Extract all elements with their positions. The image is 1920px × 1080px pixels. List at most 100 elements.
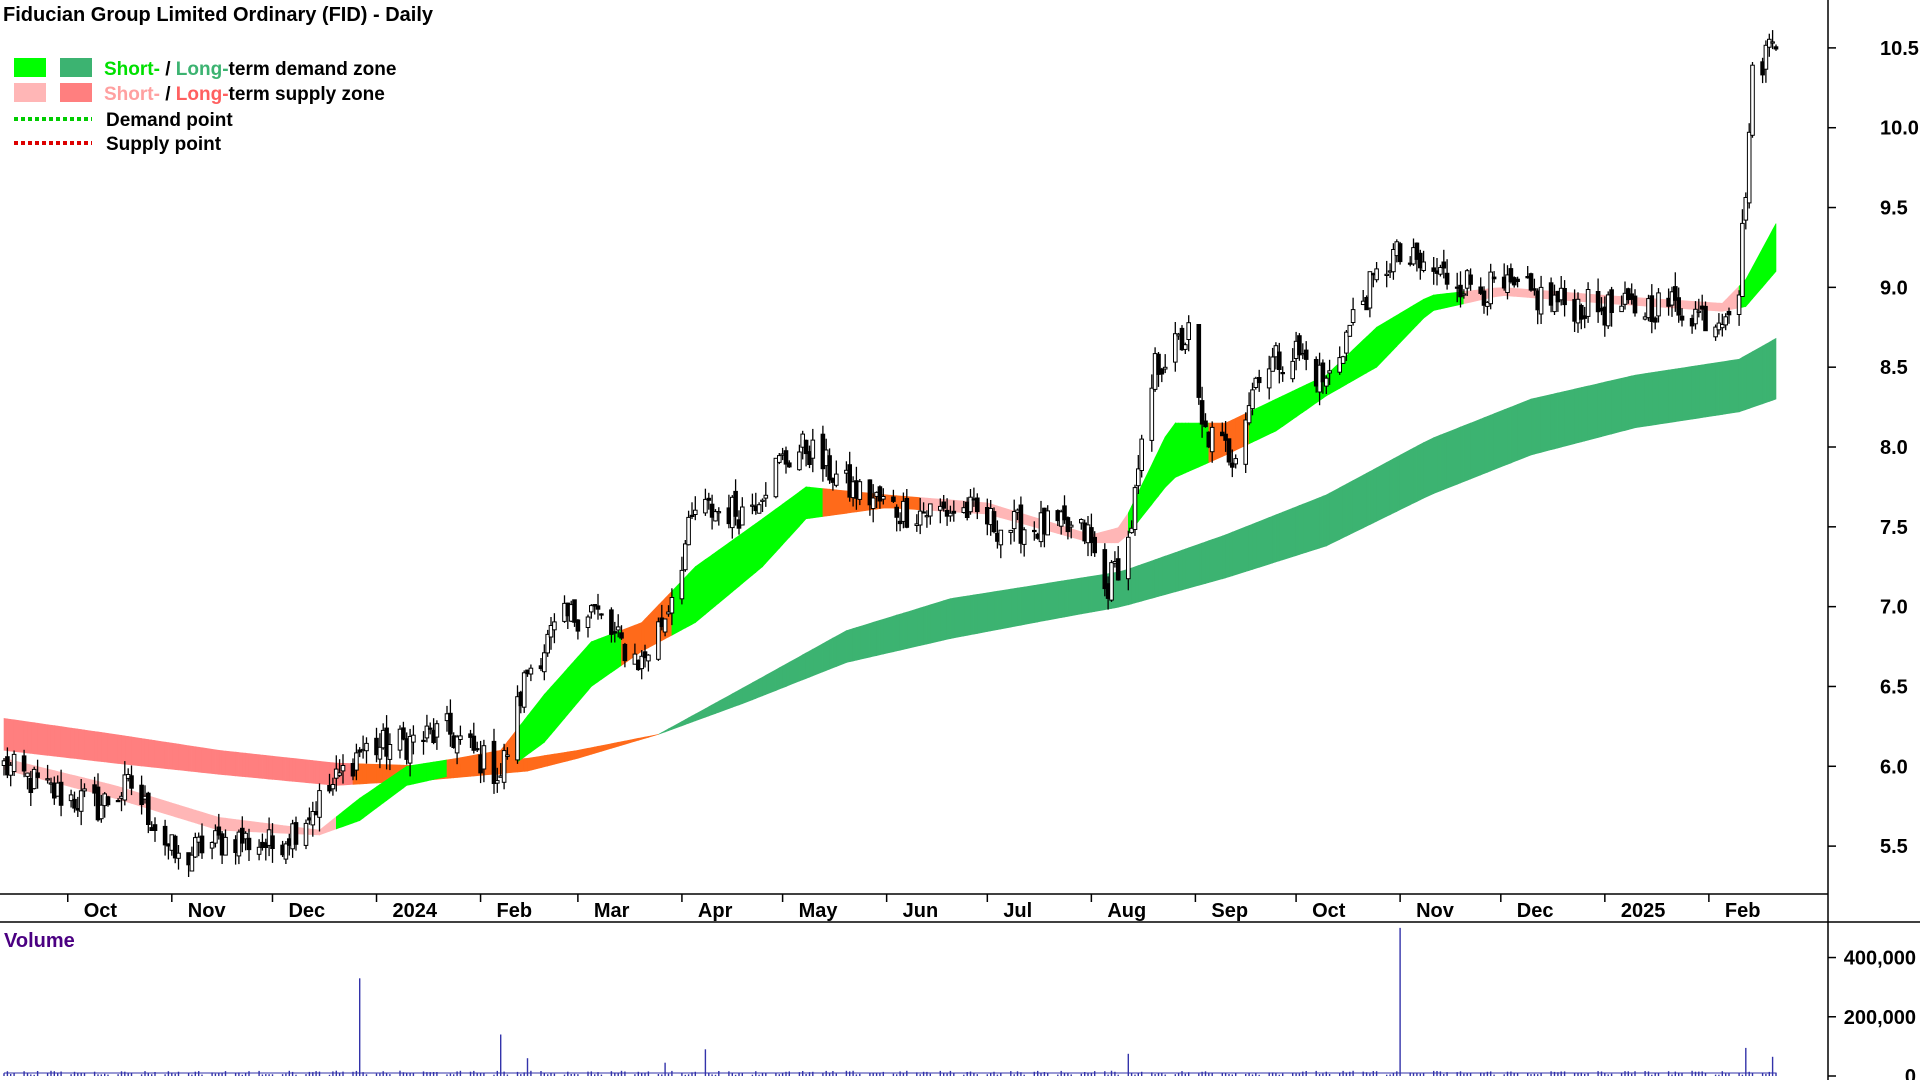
long-term-zone-segment: [1577, 387, 1582, 444]
long-term-zone-segment: [30, 721, 35, 755]
long-term-zone-segment: [1282, 507, 1293, 561]
short-term-zone-segment: [731, 537, 736, 593]
candlestick: [1720, 313, 1725, 337]
chart-title: Fiducian Group Limited Ordinary (FID) - …: [3, 4, 434, 26]
candle-body: [1270, 356, 1275, 372]
long-term-zone-segment: [1420, 442, 1424, 501]
candlestick: [612, 621, 618, 643]
price-axis-ticks: 5.5 6.0 6.5 7.0 7.5 8.0 8.5 9.0 9.5 10.0 10.5: [1828, 38, 1919, 858]
volume-panel-label: Volume: [4, 930, 75, 952]
long-term-zone-segment: [708, 704, 713, 717]
candlestick: [421, 731, 426, 755]
long-term-zone-segment: [950, 597, 955, 639]
short-term-zone-segment: [782, 501, 787, 546]
candlestick: [122, 761, 128, 806]
candle-body: [1159, 368, 1165, 375]
long-term-zone-segment: [1560, 391, 1565, 448]
short-term-zone-segment: [1416, 300, 1421, 327]
candle-body: [1750, 64, 1755, 136]
short-term-zone-segment: [335, 813, 340, 830]
long-term-zone-segment: [1178, 549, 1183, 592]
candle-body: [1763, 44, 1769, 70]
long-term-zone-segment: [997, 590, 1002, 630]
candle-body: [199, 835, 205, 854]
long-term-zone-segment: [53, 725, 59, 757]
candle-body: [491, 740, 497, 785]
candle-body: [1468, 274, 1473, 285]
candle-body: [1290, 360, 1296, 380]
candlestick: [1092, 531, 1098, 557]
short-term-zone-segment: [752, 523, 757, 576]
legend-demand-point: Demand point: [106, 110, 233, 131]
candlestick: [857, 479, 863, 506]
long-term-zone-segment: [1765, 341, 1770, 404]
candle-body: [354, 752, 359, 771]
candlestick: [1136, 455, 1141, 494]
long-term-zone-segment: [906, 608, 918, 649]
short-term-zone-segment: [691, 565, 696, 625]
candle-body: [975, 497, 980, 513]
long-term-zone-segment: [1493, 409, 1505, 471]
candle-body: [1337, 357, 1343, 373]
candle-body: [1230, 462, 1235, 468]
short-term-zone-segment: [1715, 302, 1720, 312]
legend-long-demand-swatch: [60, 58, 92, 77]
candle-body: [454, 736, 460, 754]
long-term-zone-segment: [1671, 368, 1676, 423]
long-term-zone-segment: [802, 652, 807, 681]
candle-body: [521, 672, 527, 708]
short-term-zone-segment: [778, 503, 783, 550]
short-term-zone-segment: [1181, 422, 1186, 475]
long-term-zone-segment: [1631, 374, 1636, 430]
long-term-zone-segment: [1487, 414, 1491, 473]
candlestick: [881, 488, 886, 505]
short-term-zone-segment: [473, 754, 478, 775]
candlestick: [847, 451, 853, 502]
candle-body: [669, 597, 675, 614]
long-term-zone-segment: [1409, 447, 1414, 506]
long-term-zone-segment: [1060, 580, 1065, 618]
long-term-zone-segment: [1762, 343, 1767, 405]
long-term-zone-segment: [926, 604, 931, 645]
candlestick: [1324, 375, 1329, 394]
short-term-zone-segment: [822, 488, 827, 517]
short-term-zone-segment: [446, 759, 451, 777]
long-term-zone-segment: [621, 740, 626, 746]
long-term-zone-segment: [1611, 377, 1622, 435]
long-term-zone-segment: [1352, 474, 1364, 534]
candle-body: [1350, 309, 1356, 324]
candle-body: [1609, 289, 1614, 313]
candlestick: [199, 823, 205, 859]
long-term-zone-segment: [590, 746, 596, 755]
long-term-zone-segment: [117, 734, 122, 765]
long-term-zone-segment: [1534, 397, 1538, 455]
candlestick: [146, 791, 151, 834]
candlestick: [709, 494, 715, 530]
short-term-zone-segment: [1440, 293, 1445, 310]
candle-body: [1746, 131, 1752, 204]
short-term-zone-segment: [705, 556, 710, 615]
candle-body: [881, 496, 886, 500]
candle-body: [1736, 294, 1742, 315]
candlestick: [1159, 367, 1165, 383]
candlestick: [68, 789, 74, 808]
long-term-zone-segment: [1624, 376, 1629, 431]
short-term-zone-segment: [399, 768, 404, 792]
candlestick: [891, 489, 896, 503]
long-term-zone-segment: [1507, 406, 1512, 465]
candlestick: [693, 496, 698, 521]
short-term-zone-segment: [1185, 422, 1189, 474]
price-tick-label: 9.0: [1880, 277, 1908, 299]
date-tick-label: 2024: [393, 900, 438, 922]
candle-body: [283, 843, 289, 860]
long-term-zone-segment: [1705, 362, 1716, 418]
candlestick: [1045, 505, 1051, 536]
long-term-zone-segment: [178, 743, 189, 772]
short-term-zone-segment: [1718, 302, 1723, 312]
candlestick: [1713, 324, 1718, 341]
long-term-zone-segment: [1554, 392, 1559, 450]
candlestick: [95, 773, 101, 822]
candle-body: [216, 826, 222, 836]
long-term-zone-segment: [37, 722, 48, 756]
short-term-zone-segment: [1446, 291, 1458, 308]
